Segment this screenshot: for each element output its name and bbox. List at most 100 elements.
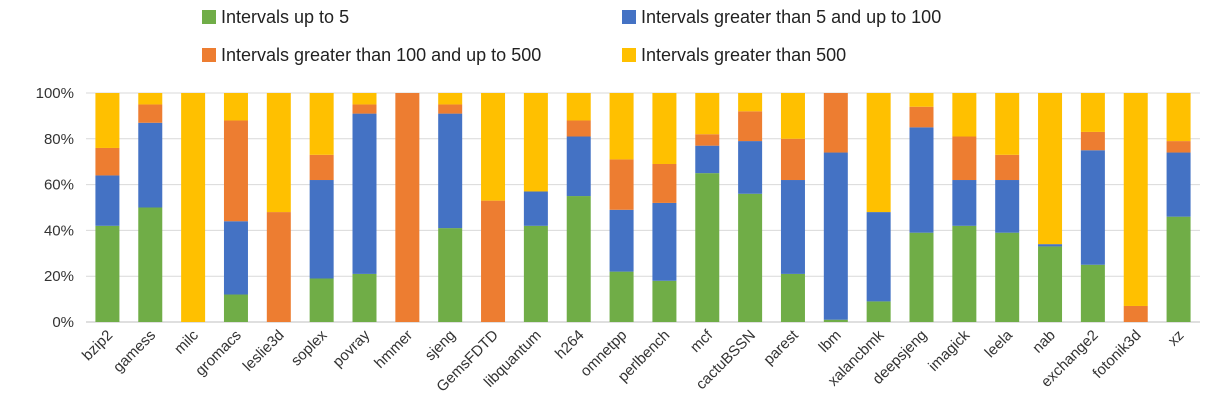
x-category-label: gromacs	[192, 327, 245, 380]
x-category-label: mcf	[687, 326, 717, 356]
bar-segment	[1123, 305, 1148, 322]
bar-segment	[566, 120, 591, 137]
bar-segment	[1038, 244, 1063, 247]
bar-segment	[138, 104, 163, 123]
bar-segment	[438, 113, 463, 229]
bar-segment	[909, 232, 934, 322]
bar-segment	[780, 180, 805, 274]
bar-segment	[566, 136, 591, 197]
bar-segment	[1080, 131, 1105, 151]
bar-segment	[823, 93, 848, 153]
bar-segment	[1080, 264, 1105, 322]
x-category-label: hmmer	[371, 327, 416, 372]
bar-segment	[138, 207, 163, 322]
bars	[95, 93, 1191, 322]
x-category-label: povray	[329, 326, 373, 370]
bar-segment	[352, 273, 377, 322]
bar-segment	[652, 202, 677, 281]
bar-segment	[738, 141, 763, 194]
bar-segment	[223, 93, 248, 121]
bar-segment	[309, 93, 334, 155]
bar-segment	[952, 93, 977, 137]
bar-segment	[866, 212, 891, 302]
bar-segment	[1123, 93, 1148, 306]
legend-label: Intervals up to 5	[221, 7, 349, 27]
y-tick-label: 80%	[44, 131, 74, 148]
bar-segment	[695, 93, 720, 135]
bar-segment	[181, 93, 206, 322]
bar-segment	[1080, 150, 1105, 265]
bar-segment	[1166, 216, 1191, 322]
bar-segment	[438, 93, 463, 105]
bar-segment	[309, 180, 334, 279]
bar-segment	[481, 200, 506, 322]
y-tick-label: 20%	[44, 268, 74, 285]
bar-segment	[909, 93, 934, 107]
bar-segment	[695, 173, 720, 322]
bar-segment	[138, 93, 163, 105]
bar-segment	[866, 93, 891, 213]
bar-segment	[138, 122, 163, 208]
bar-segment	[309, 154, 334, 181]
x-category-label: sjeng	[422, 327, 459, 364]
y-tick-label: 60%	[44, 177, 74, 194]
bar-segment	[823, 319, 848, 322]
bar-segment	[266, 93, 291, 213]
bar-segment	[695, 145, 720, 174]
bar-segment	[995, 93, 1020, 155]
x-category-label: xz	[1165, 327, 1188, 350]
bar-segment	[909, 127, 934, 233]
x-category-label: milc	[171, 326, 202, 357]
bar-segment	[780, 273, 805, 322]
bar-segment	[352, 113, 377, 274]
legend-label: Intervals greater than 500	[641, 45, 846, 65]
bar-segment	[780, 138, 805, 181]
bar-segment	[523, 225, 548, 322]
x-category-label: leela	[982, 326, 1017, 361]
bar-segment	[823, 152, 848, 320]
bar-segment	[738, 193, 763, 322]
bar-segment	[566, 93, 591, 121]
legend-swatch	[202, 48, 216, 62]
bar-segment	[995, 232, 1020, 322]
bar-segment	[223, 120, 248, 222]
bar-segment	[609, 93, 634, 160]
y-tick-label: 0%	[52, 314, 74, 331]
bar-segment	[223, 221, 248, 295]
x-category-label: h264	[552, 327, 588, 363]
y-tick-label: 100%	[36, 85, 74, 102]
x-category-label: soplex	[288, 326, 331, 369]
bar-segment	[95, 225, 120, 322]
bar-segment	[1080, 93, 1105, 132]
bar-segment	[995, 180, 1020, 233]
bar-segment	[738, 111, 763, 142]
legend-label: Intervals greater than 100 and up to 500	[221, 45, 541, 65]
bar-segment	[609, 209, 634, 272]
bar-segment	[566, 196, 591, 322]
bar-segment	[223, 294, 248, 322]
bar-segment	[1166, 141, 1191, 153]
x-category-label: leslie3d	[240, 327, 288, 375]
bar-segment	[652, 163, 677, 203]
legend-swatch	[202, 10, 216, 24]
bar-segment	[909, 106, 934, 128]
bar-segment	[95, 175, 120, 226]
bar-segment	[952, 136, 977, 181]
bar-segment	[952, 225, 977, 322]
x-category-label: gamess	[110, 327, 159, 376]
x-category-label: bzip2	[79, 327, 116, 364]
y-tick-label: 40%	[44, 222, 74, 239]
legend-swatch	[622, 10, 636, 24]
bar-segment	[609, 159, 634, 210]
bar-segment	[866, 301, 891, 322]
legend-swatch	[622, 48, 636, 62]
x-category-label: imagick	[925, 326, 973, 374]
bar-segment	[695, 134, 720, 146]
bar-segment	[352, 104, 377, 114]
bar-segment	[95, 147, 120, 176]
bar-segment	[523, 93, 548, 192]
bar-segment	[1166, 152, 1191, 217]
legend-label: Intervals greater than 5 and up to 100	[641, 7, 941, 27]
